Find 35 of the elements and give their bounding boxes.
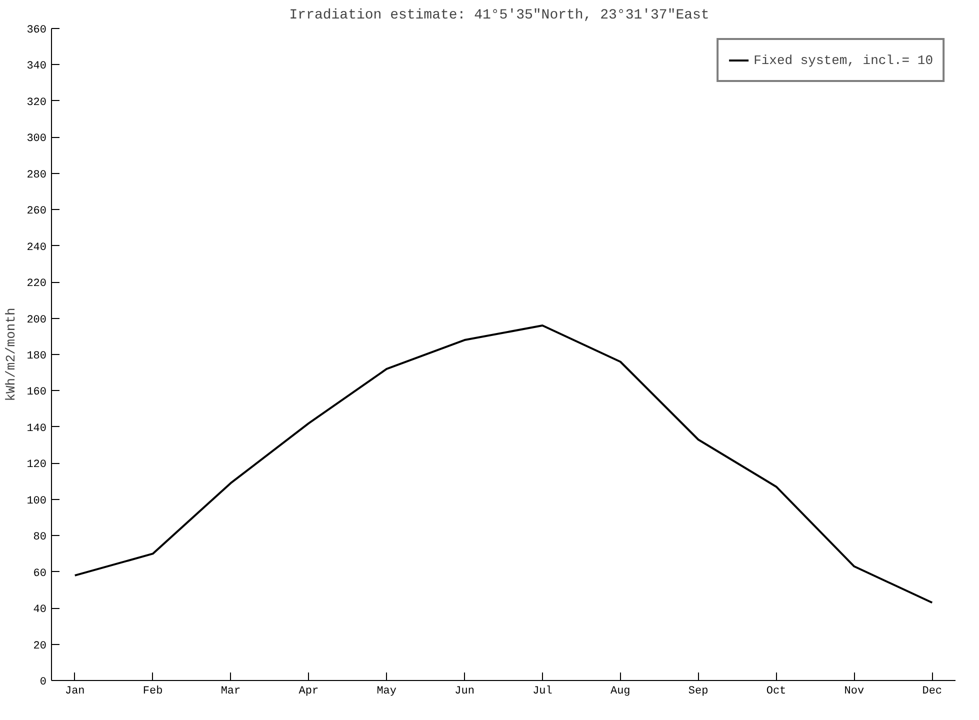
y-tick-label: 140: [26, 422, 47, 435]
y-tick-label: 220: [26, 278, 47, 290]
x-tick-label: Nov: [844, 686, 864, 698]
y-tick-label: 180: [26, 350, 47, 362]
y-tick-label: 280: [26, 169, 47, 182]
y-tick-label: 80: [33, 532, 46, 544]
y-tick-label: 240: [26, 242, 47, 254]
x-tick-label: Apr: [298, 686, 319, 698]
y-tick-label: 160: [26, 386, 47, 399]
y-tick-label: 320: [26, 96, 47, 109]
y-tick-label: 40: [33, 604, 46, 616]
y-tick-label: 260: [26, 206, 47, 218]
y-tick-label: 60: [33, 568, 46, 580]
x-tick-label: Dec: [922, 686, 942, 698]
chart-title: Irradiation estimate: 41°5'35"North, 23°31'37"East: [289, 8, 710, 24]
x-tick-label: Jun: [454, 686, 474, 698]
x-tick-label: Oct: [766, 686, 786, 698]
x-tick-label: Aug: [610, 686, 630, 698]
y-tick-label: 340: [26, 60, 47, 73]
x-tick-label: Jul: [532, 686, 552, 698]
x-tick-label: Sep: [688, 686, 708, 698]
x-tick-label: Jan: [64, 686, 85, 698]
y-tick-label: 360: [26, 24, 47, 36]
y-tick-label: 100: [26, 495, 47, 508]
y-tick-label: 300: [26, 133, 47, 146]
y-tick-label: 120: [26, 459, 47, 472]
y-tick-label: 200: [26, 314, 47, 326]
y-tick-label: 0: [40, 676, 47, 688]
x-tick-label: Feb: [142, 686, 163, 698]
y-tick-label: 20: [33, 640, 46, 652]
x-tick-label: Mar: [220, 686, 241, 698]
y-axis-title: kWh/m2/month: [4, 308, 19, 402]
legend-label: Fixed system, incl.= 10: [754, 52, 933, 68]
line-series: [74, 324, 934, 604]
x-tick-label: May: [376, 686, 397, 698]
